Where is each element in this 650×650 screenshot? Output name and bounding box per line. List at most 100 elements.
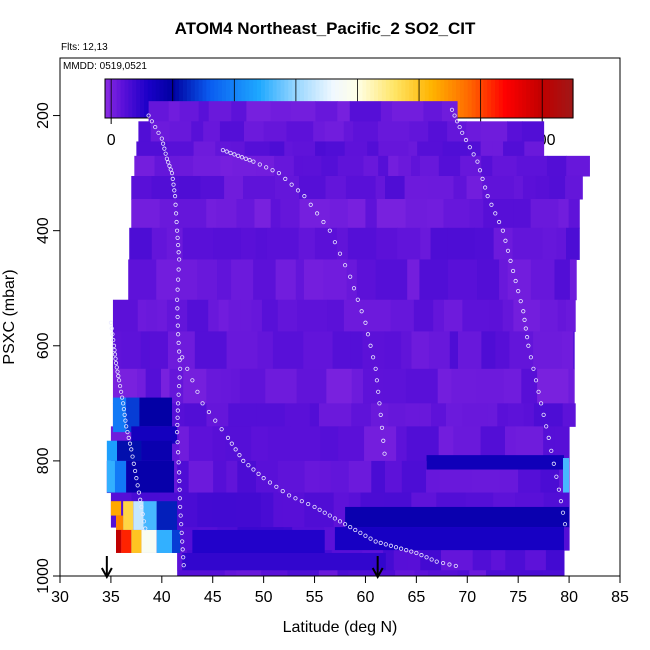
- track-point: [169, 171, 175, 176]
- y-tick-label: 600: [35, 332, 52, 359]
- track-point: [363, 533, 368, 538]
- track-point: [172, 188, 177, 193]
- colorbar-segment: [530, 79, 535, 118]
- colorbar-segment: [569, 79, 574, 118]
- y-tick-label: 1000: [35, 558, 52, 594]
- colorbar-segment: [179, 79, 184, 118]
- track-point: [332, 240, 338, 245]
- track-point: [363, 320, 368, 325]
- track-point: [168, 167, 173, 172]
- heatmap-cell-high: [156, 501, 178, 530]
- heatmap-cell: [351, 368, 364, 404]
- heatmap-cell: [287, 570, 320, 576]
- track-point: [136, 490, 142, 495]
- heatmap-cell: [363, 368, 385, 404]
- colorbar-segment: [229, 79, 235, 118]
- heatmap-cell: [128, 259, 157, 301]
- colorbar-segment: [249, 79, 254, 118]
- colorbar-segment: [257, 79, 262, 118]
- colorbar-segment: [537, 79, 543, 118]
- colorbar-segment: [276, 79, 282, 118]
- track-point: [471, 152, 476, 157]
- track-point: [130, 454, 135, 459]
- heatmap-cell: [380, 101, 393, 122]
- track-point: [454, 119, 460, 124]
- track-point: [111, 343, 117, 348]
- track-point: [178, 504, 183, 510]
- track-point: [140, 512, 145, 517]
- track-point: [175, 422, 180, 428]
- heatmap-cell: [296, 368, 327, 404]
- track-point: [414, 550, 419, 556]
- heatmap-cell: [302, 155, 322, 177]
- heatmap-cell: [261, 299, 279, 332]
- track-point: [121, 401, 126, 406]
- track-point: [138, 497, 143, 502]
- heatmap-cell: [231, 259, 254, 301]
- heatmap-cell: [206, 368, 222, 404]
- colorbar-segment: [389, 79, 395, 118]
- heatmap-cell: [134, 155, 156, 177]
- track-point: [177, 487, 182, 492]
- track-point: [109, 326, 114, 331]
- colorbar-segment: [522, 79, 527, 118]
- heatmap-cell: [224, 570, 237, 576]
- track-point: [381, 438, 386, 443]
- track-point: [175, 235, 180, 240]
- heatmap-cell: [169, 155, 180, 177]
- track-point: [251, 159, 256, 164]
- heatmap-cell: [239, 368, 266, 404]
- track-point: [170, 176, 175, 181]
- heatmap-cell: [212, 492, 237, 528]
- heatmap-cell: [257, 331, 274, 370]
- heatmap-cell: [428, 121, 448, 142]
- heatmap-cell: [240, 299, 252, 332]
- heatmap-cell: [315, 141, 326, 157]
- colorbar-segment: [475, 79, 480, 118]
- colorbar-segment: [335, 79, 340, 118]
- heatmap-cell: [284, 403, 311, 427]
- track-point: [177, 383, 182, 389]
- colorbar-segment: [549, 79, 555, 118]
- track-point: [332, 516, 338, 521]
- track-point: [378, 412, 383, 417]
- track-point: [176, 392, 181, 397]
- heatmap-cell: [138, 121, 152, 142]
- heatmap-cell: [448, 259, 478, 301]
- track-point: [127, 441, 133, 446]
- track-point: [108, 320, 114, 325]
- track-point: [447, 562, 452, 567]
- heatmap-cell: [362, 331, 386, 370]
- heatmap-cell: [546, 155, 567, 177]
- heatmap-cell: [430, 227, 449, 260]
- heatmap-cell: [407, 550, 421, 571]
- track-point: [295, 188, 301, 193]
- colorbar-segment: [233, 79, 239, 118]
- heatmap-cell: [256, 403, 286, 427]
- heatmap-cell: [397, 227, 421, 260]
- heatmap-cell: [356, 259, 377, 301]
- chart-title: ATOM4 Northeast_Pacific_2 SO2_CIT: [174, 19, 476, 38]
- heatmap-cell: [297, 299, 328, 332]
- heatmap-cell: [166, 299, 188, 332]
- heatmap-cell: [384, 460, 403, 494]
- heatmap-cell: [507, 403, 525, 427]
- track-point: [220, 147, 226, 153]
- heatmap-cell: [499, 259, 509, 301]
- colorbar-segment: [483, 79, 488, 118]
- heatmap-cell: [325, 141, 346, 157]
- track-point: [126, 435, 131, 440]
- track-point: [228, 150, 233, 156]
- heatmap-cell: [298, 175, 326, 200]
- colorbar-segment: [463, 79, 469, 118]
- heatmap-cell: [449, 331, 459, 370]
- heatmap-cell: [277, 299, 298, 332]
- heatmap-cell: [438, 155, 461, 177]
- heatmap-cell: [121, 331, 142, 370]
- heatmap-cell: [457, 570, 470, 576]
- heatmap-cell: [437, 368, 452, 404]
- heatmap-cell: [433, 299, 445, 332]
- heatmap-cell: [228, 403, 257, 427]
- x-tick-label: 80: [560, 589, 578, 606]
- heatmap-cell: [235, 492, 262, 528]
